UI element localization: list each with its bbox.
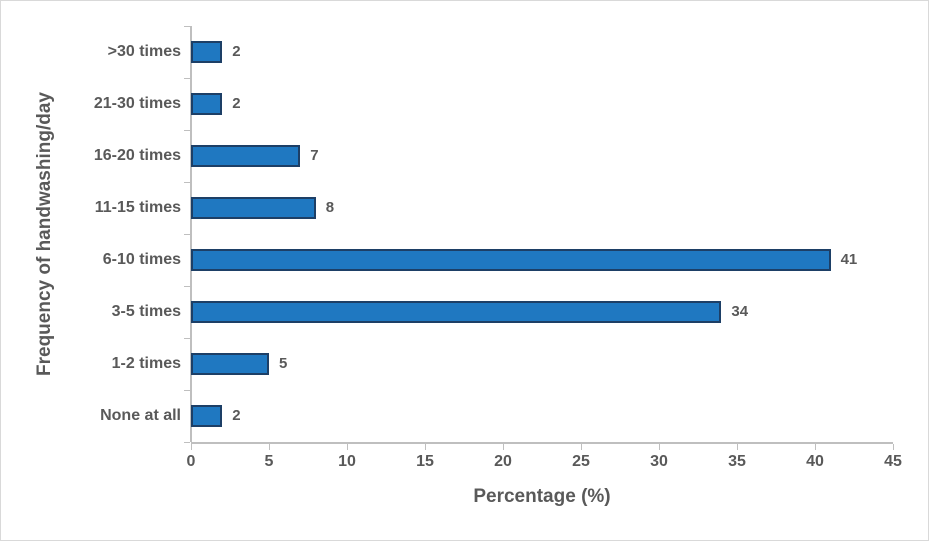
category-label: 16-20 times bbox=[93, 147, 181, 164]
x-tick-label: 0 bbox=[186, 453, 196, 470]
x-tick-label: 5 bbox=[264, 453, 274, 470]
x-tick-label: 30 bbox=[650, 453, 668, 470]
category-label: 3-5 times bbox=[111, 303, 181, 320]
x-axis-tick bbox=[191, 443, 192, 450]
value-label: 5 bbox=[279, 355, 288, 372]
bar bbox=[191, 353, 269, 375]
x-tick-label: 25 bbox=[572, 453, 590, 470]
x-axis-tick bbox=[737, 443, 738, 450]
bar bbox=[191, 301, 722, 323]
category-label: None at all bbox=[100, 407, 181, 424]
bar bbox=[191, 249, 831, 271]
x-tick-label: 35 bbox=[728, 453, 746, 470]
category-label: 11-15 times bbox=[94, 199, 181, 216]
value-label: 2 bbox=[232, 407, 241, 424]
value-label: 8 bbox=[325, 199, 335, 216]
x-tick-label: 20 bbox=[494, 453, 512, 470]
x-axis-tick bbox=[425, 443, 426, 450]
bar bbox=[191, 197, 316, 219]
y-axis-tick bbox=[184, 234, 190, 235]
category-label: 21-30 times bbox=[93, 95, 181, 112]
x-axis-line bbox=[191, 442, 893, 444]
x-axis-tick bbox=[503, 443, 504, 450]
x-axis-tick bbox=[347, 443, 348, 450]
category-label: >30 times bbox=[107, 43, 181, 60]
y-axis-line bbox=[190, 26, 192, 442]
x-tick-label: 40 bbox=[806, 453, 824, 470]
y-axis-tick bbox=[184, 26, 190, 27]
category-label: 1-2 times bbox=[111, 355, 181, 372]
y-axis-title: Frequency of handwashing/day bbox=[34, 92, 55, 376]
x-axis-tick bbox=[815, 443, 816, 450]
value-label: 2 bbox=[232, 43, 241, 60]
value-label: 41 bbox=[840, 251, 858, 268]
y-axis-tick bbox=[184, 130, 190, 131]
y-axis-tick bbox=[184, 182, 190, 183]
value-label: 2 bbox=[232, 95, 241, 112]
y-axis-tick bbox=[184, 442, 190, 443]
x-axis-tick bbox=[893, 443, 894, 450]
category-label: 6-10 times bbox=[102, 251, 181, 268]
value-label: 34 bbox=[731, 303, 749, 320]
x-axis-tick bbox=[659, 443, 660, 450]
x-axis-tick bbox=[269, 443, 270, 450]
y-axis-tick bbox=[184, 338, 190, 339]
x-tick-label: 45 bbox=[884, 453, 902, 470]
x-tick-label: 15 bbox=[416, 453, 434, 470]
y-axis-tick bbox=[184, 390, 190, 391]
bar bbox=[191, 145, 301, 167]
x-tick-label: 10 bbox=[338, 453, 356, 470]
x-axis-title: Percentage (%) bbox=[473, 486, 611, 507]
value-label: 7 bbox=[310, 147, 319, 164]
bar bbox=[191, 405, 223, 427]
x-axis-tick bbox=[581, 443, 582, 450]
bar bbox=[191, 41, 223, 63]
bar bbox=[191, 93, 223, 115]
y-axis-tick bbox=[184, 286, 190, 287]
y-axis-tick bbox=[184, 78, 190, 79]
